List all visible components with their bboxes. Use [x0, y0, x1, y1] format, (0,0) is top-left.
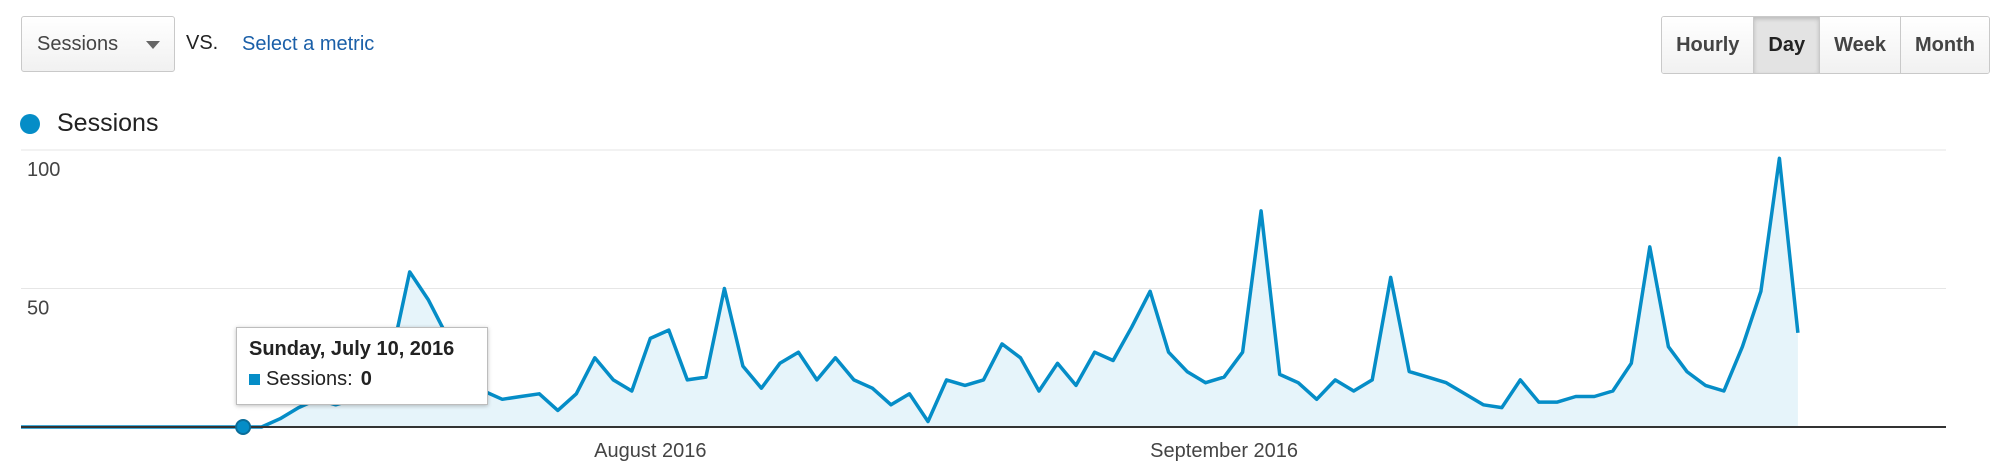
- week-button[interactable]: Week: [1820, 17, 1902, 73]
- chart-legend: Sessions: [20, 109, 158, 138]
- tooltip-series-label: Sessions:: [266, 368, 353, 390]
- chevron-down-icon: [146, 41, 160, 49]
- tooltip-value: 0: [360, 368, 372, 390]
- y-tick-label-50: 50: [27, 298, 49, 320]
- x-tick-label-1: September 2016: [1150, 440, 1298, 462]
- highlighted-point[interactable]: [235, 419, 252, 435]
- series-dot-icon: [20, 113, 40, 134]
- day-button[interactable]: Day: [1754, 17, 1821, 73]
- chart-tooltip: Sunday, July 10, 2016 Sessions: 0: [236, 327, 488, 405]
- x-tick-label-0: August 2016: [594, 440, 706, 462]
- metric-dropdown-label: Sessions: [37, 32, 119, 55]
- vs-label: VS.: [186, 32, 219, 54]
- metric-dropdown[interactable]: Sessions: [21, 16, 175, 72]
- legend-label: Sessions: [57, 109, 159, 137]
- month-button[interactable]: Month: [1901, 17, 1989, 73]
- hourly-button[interactable]: Hourly: [1662, 17, 1755, 73]
- y-tick-label-100: 100: [27, 159, 60, 181]
- period-toggle: Hourly Day Week Month: [1661, 16, 1990, 74]
- sessions-area: [21, 158, 1798, 428]
- select-metric-link[interactable]: Select a metric: [242, 33, 375, 55]
- tooltip-swatch-icon: [249, 374, 260, 385]
- tooltip-date: Sunday, July 10, 2016: [249, 338, 455, 360]
